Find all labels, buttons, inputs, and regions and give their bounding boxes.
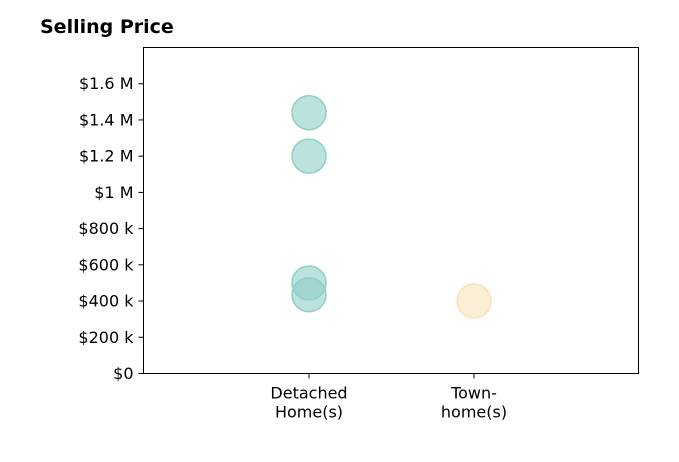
y-tick-label: $1.4 M [79,110,134,129]
y-tick-label: $600 k [78,255,134,274]
chart-title: Selling Price [40,16,174,38]
y-tick-label: $1.6 M [79,74,134,93]
y-tick-label: $0 [113,364,133,383]
y-tick-label: $400 k [78,292,134,311]
data-point [291,138,327,174]
y-tick-label: $1 M [94,183,133,202]
plot-frame [143,47,639,374]
x-category-label: Town-home(s) [441,384,507,422]
y-tick-label: $1.2 M [79,147,134,166]
y-tick-label: $200 k [78,328,134,347]
data-point [291,276,327,313]
data-point [291,94,327,131]
y-tick-label: $800 k [78,219,134,238]
data-point [456,283,492,319]
x-category-label: Detached Home(s) [270,384,347,422]
